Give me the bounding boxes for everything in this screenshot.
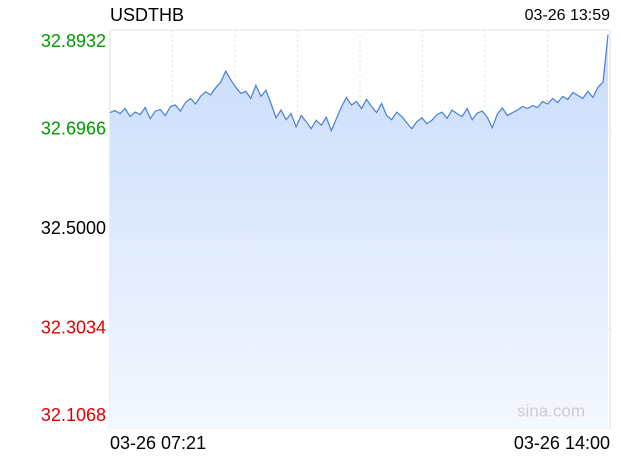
y-tick-label: 32.5000 bbox=[41, 218, 106, 238]
x-tick-label: 03-26 07:21 bbox=[110, 433, 206, 453]
y-tick-label: 32.1068 bbox=[41, 405, 106, 425]
watermark: sina.com bbox=[517, 401, 585, 420]
area-fill bbox=[110, 34, 608, 428]
y-tick-label: 32.6966 bbox=[41, 118, 106, 138]
y-tick-label: 32.8932 bbox=[41, 31, 106, 51]
x-tick-label: 03-26 14:00 bbox=[514, 433, 610, 453]
chart-title: USDTHB bbox=[110, 5, 184, 25]
y-tick-label: 32.3034 bbox=[41, 317, 106, 337]
timestamp: 03-26 13:59 bbox=[525, 7, 611, 24]
price-line bbox=[109, 34, 609, 133]
